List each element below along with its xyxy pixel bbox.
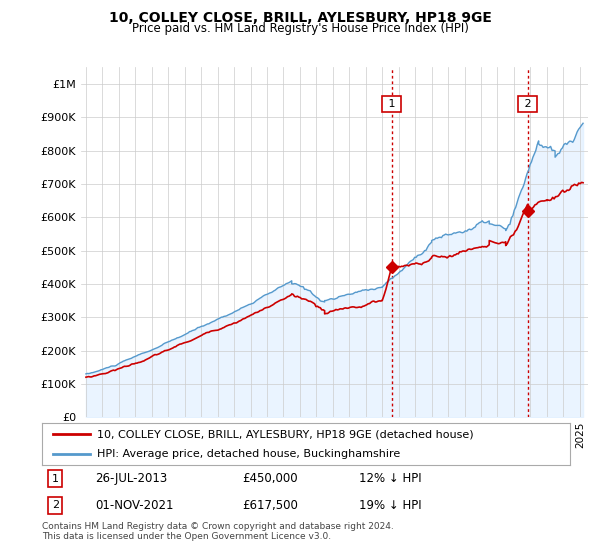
Text: 01-NOV-2021: 01-NOV-2021 xyxy=(95,499,173,512)
Text: 1: 1 xyxy=(52,474,59,484)
Text: 2: 2 xyxy=(52,501,59,510)
Text: HPI: Average price, detached house, Buckinghamshire: HPI: Average price, detached house, Buck… xyxy=(97,449,401,459)
Text: Contains HM Land Registry data © Crown copyright and database right 2024.
This d: Contains HM Land Registry data © Crown c… xyxy=(42,522,394,542)
Text: 10, COLLEY CLOSE, BRILL, AYLESBURY, HP18 9GE (detached house): 10, COLLEY CLOSE, BRILL, AYLESBURY, HP18… xyxy=(97,429,474,439)
Text: Price paid vs. HM Land Registry's House Price Index (HPI): Price paid vs. HM Land Registry's House … xyxy=(131,22,469,35)
Text: 19% ↓ HPI: 19% ↓ HPI xyxy=(359,499,421,512)
Text: 1: 1 xyxy=(385,99,398,109)
Text: £617,500: £617,500 xyxy=(242,499,299,512)
Text: 10, COLLEY CLOSE, BRILL, AYLESBURY, HP18 9GE: 10, COLLEY CLOSE, BRILL, AYLESBURY, HP18… xyxy=(109,11,491,25)
Text: £450,000: £450,000 xyxy=(242,472,298,485)
Text: 2: 2 xyxy=(521,99,535,109)
Text: 12% ↓ HPI: 12% ↓ HPI xyxy=(359,472,421,485)
Text: 26-JUL-2013: 26-JUL-2013 xyxy=(95,472,167,485)
